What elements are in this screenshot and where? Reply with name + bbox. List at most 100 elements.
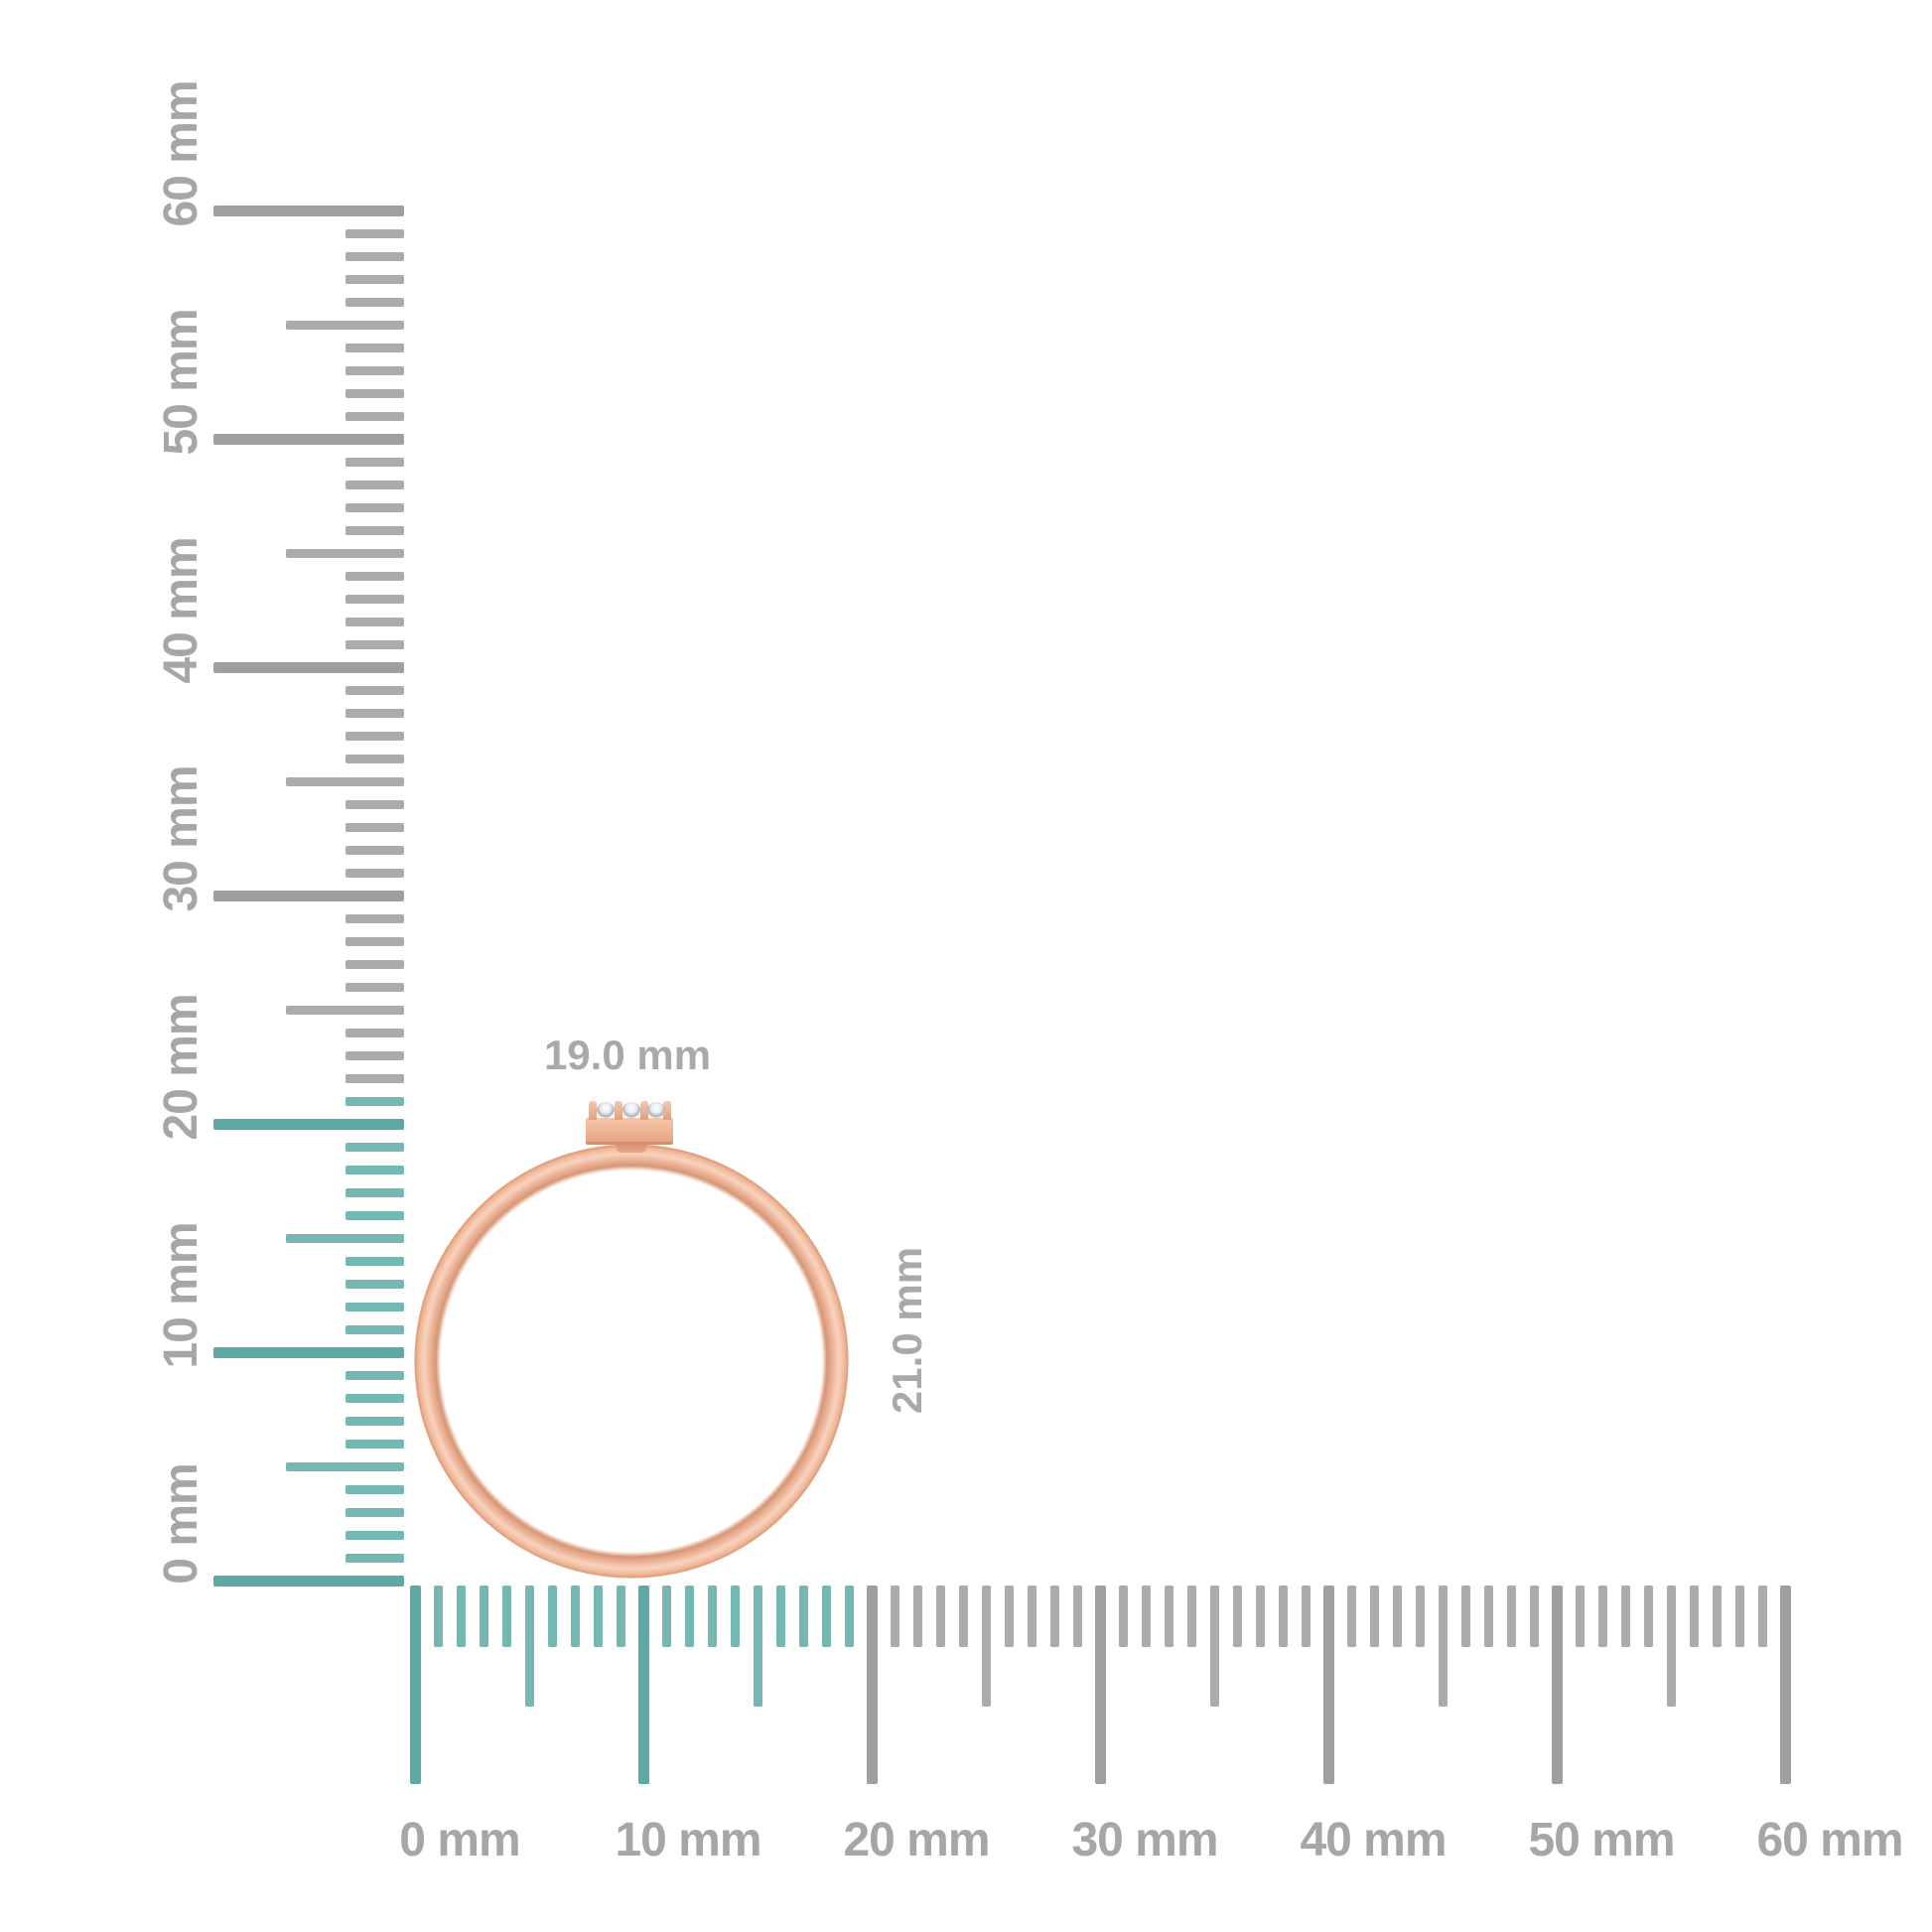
v-ruler-tick-9mm (345, 1370, 404, 1380)
h-ruler-tick-20mm (866, 1586, 878, 1784)
h-ruler-label-60mm: 60 mm (1756, 1814, 1903, 1866)
v-ruler-tick-19mm (345, 1142, 404, 1152)
h-ruler-tick-60mm (1779, 1586, 1791, 1784)
v-ruler-tick-45mm (286, 548, 404, 558)
v-ruler-tick-20mm (213, 1118, 404, 1130)
v-ruler-label-10mm: 10 mm (155, 1222, 207, 1369)
v-ruler-tick-10mm (213, 1346, 404, 1358)
h-ruler-tick-8mm (593, 1586, 603, 1647)
h-ruler-tick-43mm (1392, 1586, 1402, 1647)
width-dimension-label: 19.0 mm (543, 1032, 712, 1078)
prong-1 (589, 1101, 597, 1120)
h-ruler-label-10mm: 10 mm (615, 1814, 761, 1866)
v-ruler-tick-5mm (286, 1461, 404, 1471)
h-ruler-tick-32mm (1141, 1586, 1151, 1647)
setting-bar (586, 1118, 673, 1145)
v-ruler-tick-12mm (345, 1302, 404, 1311)
v-ruler-tick-57mm (345, 274, 404, 284)
v-ruler-tick-30mm (213, 890, 404, 901)
v-ruler-tick-24mm (345, 1028, 404, 1037)
h-ruler-tick-54mm (1643, 1586, 1653, 1647)
v-ruler-tick-58mm (345, 251, 404, 261)
h-ruler-tick-30mm (1094, 1586, 1106, 1784)
v-ruler-tick-6mm (345, 1439, 404, 1449)
h-ruler-tick-50mm (1551, 1586, 1563, 1784)
h-ruler-tick-17mm (798, 1586, 808, 1647)
h-ruler-tick-7mm (570, 1586, 580, 1647)
v-ruler-tick-41mm (345, 639, 404, 649)
h-ruler-tick-41mm (1346, 1586, 1356, 1647)
ring-band (414, 1144, 849, 1579)
v-ruler-tick-55mm (286, 320, 404, 330)
v-ruler-tick-16mm (345, 1210, 404, 1220)
h-ruler-tick-51mm (1575, 1586, 1585, 1647)
v-ruler-label-20mm: 20 mm (155, 994, 207, 1141)
h-ruler-tick-16mm (775, 1586, 785, 1647)
v-ruler-tick-38mm (345, 708, 404, 718)
v-ruler-tick-59mm (345, 228, 404, 238)
v-ruler-tick-47mm (345, 502, 404, 512)
v-ruler-tick-37mm (345, 731, 404, 741)
v-ruler-tick-39mm (345, 685, 404, 695)
h-ruler-tick-34mm (1186, 1586, 1196, 1647)
v-ruler-tick-52mm (345, 388, 404, 398)
v-ruler-tick-2mm (345, 1530, 404, 1540)
h-ruler-tick-28mm (1049, 1586, 1059, 1647)
v-ruler-tick-15mm (286, 1233, 404, 1243)
h-ruler-tick-13mm (707, 1586, 717, 1647)
v-ruler-label-0mm: 0 mm (155, 1463, 207, 1585)
h-ruler-tick-33mm (1164, 1586, 1173, 1647)
h-ruler-tick-57mm (1712, 1586, 1722, 1647)
h-ruler-tick-6mm (547, 1586, 557, 1647)
h-ruler-label-40mm: 40 mm (1300, 1814, 1447, 1866)
h-ruler-tick-56mm (1689, 1586, 1699, 1647)
v-ruler-tick-49mm (345, 457, 404, 467)
prong-4 (663, 1101, 671, 1120)
v-ruler-tick-36mm (345, 754, 404, 763)
v-ruler-tick-32mm (345, 845, 404, 855)
h-ruler-tick-48mm (1506, 1586, 1516, 1647)
h-ruler-tick-46mm (1460, 1586, 1470, 1647)
v-ruler-tick-53mm (345, 365, 404, 375)
h-ruler-tick-35mm (1209, 1586, 1219, 1707)
h-ruler-tick-12mm (684, 1586, 694, 1647)
h-ruler-tick-38mm (1278, 1586, 1288, 1647)
v-ruler-tick-60mm (213, 205, 404, 216)
h-ruler-tick-45mm (1438, 1586, 1448, 1707)
v-ruler-tick-27mm (345, 959, 404, 969)
prong-3 (640, 1101, 648, 1120)
v-ruler-label-40mm: 40 mm (155, 537, 207, 684)
h-ruler-tick-29mm (1072, 1586, 1082, 1647)
v-ruler-tick-22mm (345, 1073, 404, 1083)
h-ruler-tick-47mm (1483, 1586, 1493, 1647)
h-ruler-tick-4mm (501, 1586, 511, 1647)
v-ruler-tick-4mm (345, 1484, 404, 1494)
v-ruler-tick-11mm (345, 1324, 404, 1334)
v-ruler-tick-25mm (286, 1005, 404, 1015)
v-ruler-tick-1mm (345, 1553, 404, 1563)
v-ruler-tick-46mm (345, 525, 404, 535)
h-ruler-label-30mm: 30 mm (1071, 1814, 1218, 1866)
h-ruler-tick-19mm (844, 1586, 854, 1647)
h-ruler-tick-59mm (1757, 1586, 1767, 1647)
h-ruler-tick-2mm (456, 1586, 466, 1647)
h-ruler-tick-21mm (890, 1586, 899, 1647)
v-ruler-tick-29mm (345, 913, 404, 923)
h-ruler-tick-18mm (821, 1586, 831, 1647)
v-ruler-tick-42mm (345, 617, 404, 626)
v-ruler-tick-17mm (345, 1187, 404, 1197)
h-ruler-tick-52mm (1597, 1586, 1607, 1647)
h-ruler-tick-58mm (1734, 1586, 1744, 1647)
v-ruler-tick-8mm (345, 1393, 404, 1403)
v-ruler-tick-33mm (345, 822, 404, 832)
height-dimension-label: 21.0 mm (884, 1246, 930, 1415)
h-ruler-tick-40mm (1322, 1586, 1334, 1784)
v-ruler-label-60mm: 60 mm (155, 80, 207, 227)
h-ruler-tick-55mm (1666, 1586, 1676, 1707)
v-ruler-tick-28mm (345, 936, 404, 946)
v-ruler-tick-56mm (345, 297, 404, 307)
h-ruler-tick-42mm (1369, 1586, 1379, 1647)
h-ruler-tick-11mm (661, 1586, 671, 1647)
v-ruler-tick-51mm (345, 411, 404, 421)
